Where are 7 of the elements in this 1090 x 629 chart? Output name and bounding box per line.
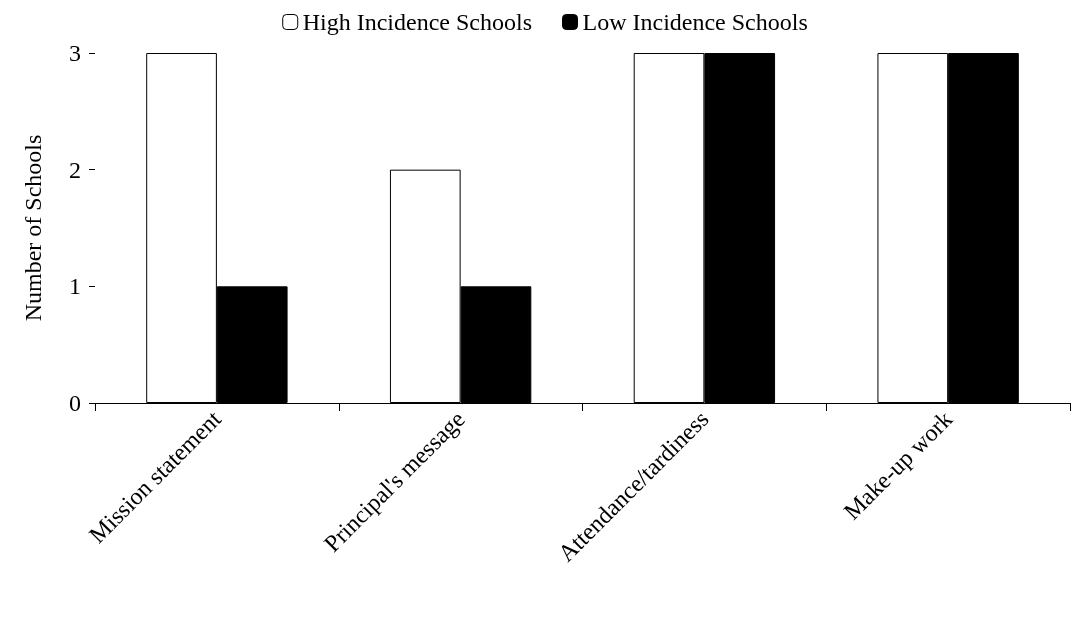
y-tick-label: 3 — [69, 40, 81, 66]
legend-label: High Incidence Schools — [302, 9, 533, 35]
y-axis-title: Number of Schools — [20, 134, 46, 322]
legend-label: Low Incidence Schools — [582, 9, 808, 35]
y-tick-label: 2 — [69, 156, 81, 183]
y-tick-label: 0 — [69, 390, 81, 416]
y-tick-label: 1 — [69, 273, 81, 300]
